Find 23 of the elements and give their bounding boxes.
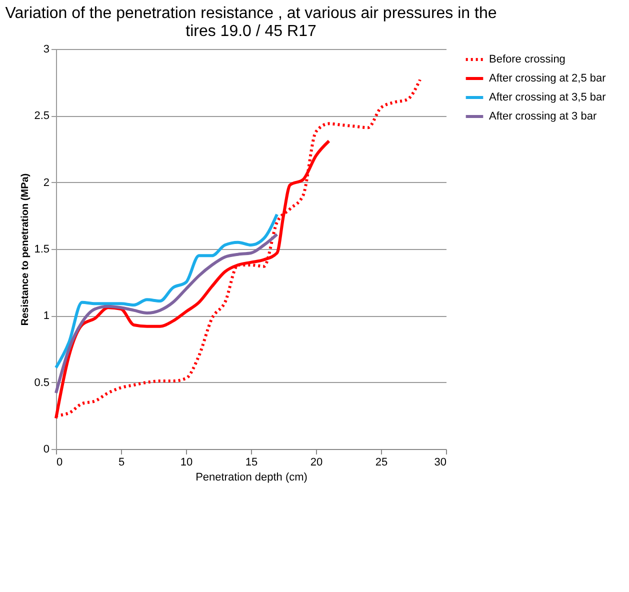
x-tick-label: 10 xyxy=(180,456,193,468)
y-tick-label: 2.5 xyxy=(34,110,50,122)
legend-label: After crossing at 3 bar xyxy=(489,110,597,122)
legend-label: After crossing at 3,5 bar xyxy=(489,92,606,104)
chart-title: Variation of the penetration resistance , at various air pressures in the tires 19.0 / 45 R17 xyxy=(5,5,497,40)
line-series xyxy=(54,212,278,370)
legend-label: Before crossing xyxy=(489,54,566,66)
x-tick-label: 0 xyxy=(56,456,63,468)
x-tick-label: 15 xyxy=(245,456,258,468)
line-series xyxy=(54,232,278,394)
y-tick-label: 3 xyxy=(43,44,50,56)
y-axis-title: Resistance to penetration (MPa) xyxy=(20,173,32,326)
x-axis-title: Penetration depth (cm) xyxy=(196,472,308,484)
x-tick-label: 20 xyxy=(310,456,323,468)
y-tick-label: 2 xyxy=(43,176,50,189)
y-tick-label: 0 xyxy=(43,444,50,456)
x-tick-label: 5 xyxy=(118,456,125,468)
x-tick-label: 25 xyxy=(375,456,388,468)
y-tick-label: 1.5 xyxy=(34,244,50,256)
x-tick-label: 30 xyxy=(434,456,446,468)
y-tick-label: 1 xyxy=(43,310,50,322)
y-tick-label: 0.5 xyxy=(34,376,50,389)
legend-label: After crossing at 2,5 bar xyxy=(489,72,606,84)
